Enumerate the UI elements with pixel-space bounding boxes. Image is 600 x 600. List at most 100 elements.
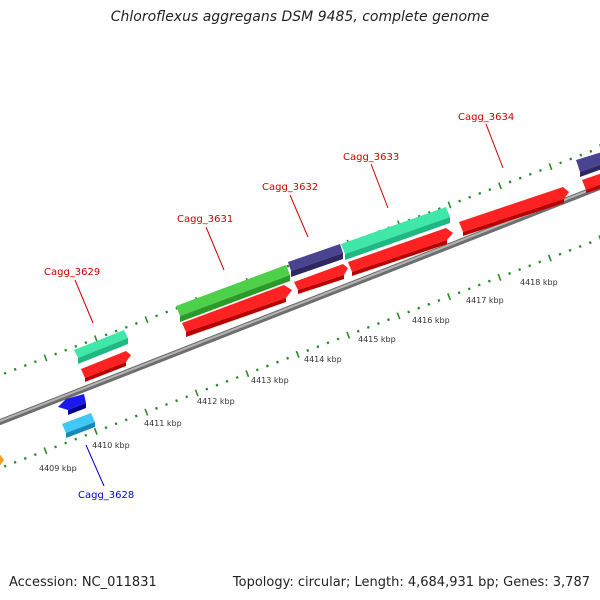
major-tick [396,312,401,320]
minor-tick [417,306,421,310]
inner-tick-track [3,235,600,468]
minor-tick [23,364,27,367]
gene-feature-cagg3631[interactable] [176,265,290,322]
minor-tick [3,371,7,375]
minor-tick [134,321,138,325]
minor-tick [508,271,512,276]
minor-tick [286,264,290,268]
minor-tick [235,375,239,380]
minor-tick [589,149,593,153]
minor-tick [3,464,7,468]
minor-tick [488,188,492,192]
gene-label-cagg3632[interactable]: Cagg_3632 [262,182,318,193]
major-tick [346,331,351,339]
cds-feature-cagg3629[interactable] [81,351,131,382]
major-tick [43,354,48,362]
major-tick [43,447,48,455]
minor-tick [356,329,360,333]
minor-tick [175,306,179,310]
minor-tick [477,283,481,287]
axis-labels: 4409 kbp 4410 kbp 4411 kbp 4412 kbp 4413… [39,278,558,473]
minor-tick [306,348,310,353]
minor-tick [54,445,58,449]
minor-tick [175,399,179,403]
minor-tick [568,248,572,252]
minor-tick [185,395,189,399]
axis-label: 4417 kbp [466,296,504,305]
cds-feature-cagg3634[interactable] [459,187,569,236]
major-tick [93,427,98,435]
minor-tick [578,244,582,249]
minor-tick [74,344,78,348]
gene-label-cagg3629[interactable]: Cagg_3629 [44,267,100,278]
axis-label: 4418 kbp [520,278,558,287]
gene-feature-edge-left[interactable] [0,452,4,468]
minor-tick [23,456,27,461]
major-tick [547,254,552,262]
cds-feature-cagg3633[interactable] [348,228,453,276]
minor-tick [518,176,522,180]
minor-tick [225,379,229,383]
minor-tick [165,310,169,314]
gene-label-cagg3633[interactable]: Cagg_3633 [343,152,399,163]
minor-tick [64,348,68,352]
major-tick [245,370,250,378]
minor-tick [205,387,209,391]
minor-tick [376,322,380,326]
gene-label-cagg3634[interactable]: Cagg_3634 [458,112,514,123]
cds-feature-reverse-3627[interactable] [58,394,86,415]
cds-feature-cagg3632[interactable] [294,264,348,294]
minor-tick [104,333,108,337]
minor-tick [155,314,159,318]
major-tick [144,316,149,324]
minor-tick [407,310,411,314]
accession-text: Accession: NC_011831 [9,575,157,590]
minor-tick [104,426,108,430]
minor-tick [134,414,138,418]
minor-tick [84,433,88,437]
minor-tick [114,329,118,333]
gene-feature-cagg3628[interactable] [62,413,95,438]
major-tick [548,163,553,171]
minor-tick [124,325,128,329]
minor-tick [276,360,279,364]
map-title: Chloroflexus aggregans DSM 9485, complet… [110,9,490,25]
gene-feature-edge-right[interactable] [576,152,600,177]
minor-tick [478,191,482,195]
minor-tick [579,153,583,157]
minor-tick [165,403,168,406]
cds-feature-cagg3631[interactable] [182,285,292,337]
minor-tick [528,172,532,176]
gene-label-cagg3631[interactable]: Cagg_3631 [177,214,233,225]
minor-tick [528,264,532,268]
minor-tick [518,268,522,272]
axis-label: 4410 kbp [92,441,130,450]
gene-feature-cagg3629[interactable] [74,330,128,364]
genome-summary-text: Topology: circular; Length: 4,684,931 bp… [232,575,590,590]
gene-feature-cagg3633[interactable] [341,207,450,260]
minor-tick [559,161,563,165]
gene-feature-cagg3632[interactable] [288,244,343,277]
axis-label: 4415 kbp [358,335,396,344]
minor-tick [508,180,512,184]
minor-tick [588,241,592,245]
minor-tick [215,383,219,387]
axis-label: 4409 kbp [39,464,77,473]
minor-tick [437,298,441,302]
axis-label: 4412 kbp [197,397,235,406]
axis-label: 4414 kbp [304,355,342,364]
minor-tick [558,252,562,256]
minor-tick [74,437,78,441]
major-tick [144,408,149,416]
major-tick [498,182,502,190]
minor-tick [316,345,320,349]
cds-feature-edge-right[interactable] [582,173,600,193]
minor-tick [154,406,158,410]
minor-tick [114,422,118,426]
minor-tick [538,168,542,172]
minor-tick [124,418,128,422]
major-tick [295,350,300,358]
gene-label-cagg3628[interactable]: Cagg_3628 [78,490,134,501]
major-tick [497,273,502,281]
